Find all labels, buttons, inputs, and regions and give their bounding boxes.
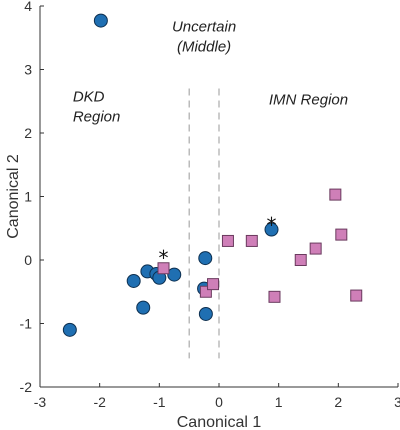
x-tick-label: 2 bbox=[334, 394, 342, 410]
x-tick-label: -3 bbox=[34, 394, 47, 410]
x-tick-label: -2 bbox=[93, 394, 106, 410]
y-axis-label: Canonical 2 bbox=[5, 154, 22, 239]
square-point bbox=[221, 234, 234, 247]
square-point bbox=[329, 188, 342, 201]
y-tick-label: 3 bbox=[24, 62, 32, 78]
square-point bbox=[207, 278, 220, 291]
square-point bbox=[245, 234, 258, 247]
circle-point bbox=[93, 13, 108, 28]
region-label: (Middle) bbox=[177, 38, 231, 55]
x-tick-label: 0 bbox=[215, 394, 223, 410]
circle-point bbox=[136, 300, 151, 315]
square-point bbox=[157, 262, 170, 275]
region-label: DKD bbox=[73, 88, 105, 105]
circle-point bbox=[264, 222, 279, 237]
circle-point bbox=[167, 267, 182, 282]
square-point bbox=[294, 254, 307, 266]
circle-point bbox=[198, 306, 213, 321]
region-label: Region bbox=[73, 108, 121, 125]
y-tick-label: 4 bbox=[24, 0, 32, 14]
y-tick-label: -2 bbox=[20, 379, 33, 395]
square-point bbox=[335, 228, 348, 241]
y-tick-label: 0 bbox=[24, 252, 32, 268]
square-point bbox=[309, 242, 322, 255]
square-point bbox=[268, 290, 281, 303]
square-point bbox=[350, 289, 363, 302]
region-label: IMN Region bbox=[269, 91, 348, 108]
square-point bbox=[199, 285, 212, 298]
x-tick-label: 3 bbox=[394, 394, 400, 410]
circle-point bbox=[198, 251, 213, 266]
star-marker: * bbox=[159, 246, 169, 270]
x-tick-label: 1 bbox=[275, 394, 283, 410]
y-tick-label: -1 bbox=[20, 316, 33, 332]
star-marker: * bbox=[267, 213, 277, 237]
y-tick-label: 1 bbox=[24, 189, 32, 205]
circle-point bbox=[126, 273, 141, 288]
circle-point bbox=[62, 322, 77, 337]
y-tick-label: 2 bbox=[24, 125, 32, 141]
region-label: Uncertain bbox=[172, 18, 236, 35]
x-axis-label: Canonical 1 bbox=[177, 414, 262, 430]
x-tick-label: -1 bbox=[153, 394, 166, 410]
